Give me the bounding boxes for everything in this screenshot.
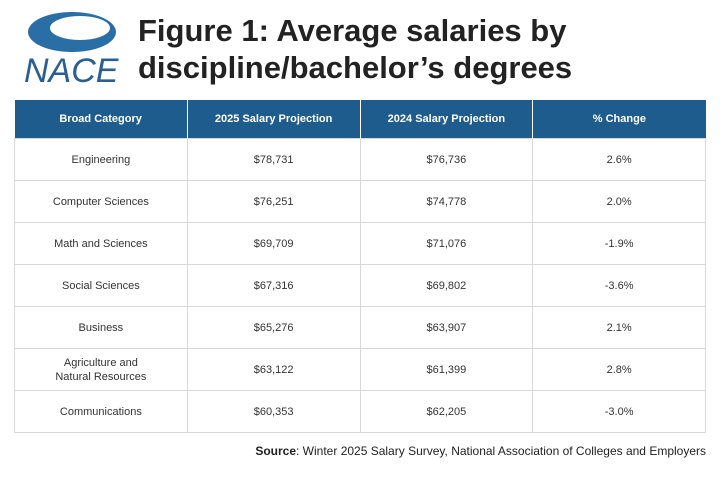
logo-text: NACE: [24, 52, 119, 88]
cell-text: $63,907: [426, 321, 467, 334]
table-cell: 2.6%: [532, 138, 706, 181]
table-cell: $76,736: [359, 138, 534, 181]
cell-text: Math and Sciences: [54, 237, 148, 250]
cell-text: $63,122: [253, 363, 294, 376]
table-cell: $63,907: [359, 306, 534, 349]
source: Source: Winter 2025 Salary Survey, Natio…: [255, 444, 706, 458]
table-cell: Agriculture and Natural Resources: [14, 348, 188, 391]
table-cell: $65,276: [186, 306, 361, 349]
table-cell: Business: [14, 306, 188, 349]
table-body: Engineering $78,731 $76,736 2.6% Computer Sc…: [14, 138, 706, 433]
cell-text: $69,709: [253, 237, 294, 250]
cell-text: 2.8%: [606, 363, 632, 376]
cell-text: 2.1%: [606, 321, 632, 334]
table-cell: Computer Sciences: [14, 180, 188, 223]
table-row: Communications $60,353 $62,205 -3.0%: [14, 390, 706, 433]
header-row: Broad Category 2025 Salary Projection 2024…: [14, 100, 706, 139]
cell-text: Computer Sciences: [52, 195, 149, 208]
cell-text: -1.9%: [604, 237, 634, 250]
table-cell: 2.8%: [532, 348, 706, 391]
table-cell: $71,076: [359, 222, 534, 265]
title-line: Figure 1: Average salaries by: [138, 13, 567, 48]
table-row: Engineering $78,731 $76,736 2.6%: [14, 138, 706, 181]
cell-text: -3.6%: [604, 279, 634, 292]
table-cell: $78,731: [186, 138, 361, 181]
cell-text: $61,399: [426, 363, 467, 376]
table-row: Business $65,276 $63,907 2.1%: [14, 306, 706, 349]
cell-text: $69,802: [426, 279, 467, 292]
table-cell: -1.9%: [532, 222, 706, 265]
table-cell: $63,122: [186, 348, 361, 391]
table-cell: $69,802: [359, 264, 534, 307]
table-cell: Math and Sciences: [14, 222, 188, 265]
cell-text: $76,736: [426, 153, 467, 166]
column-header: Broad Category: [14, 100, 188, 139]
table-cell: 2.1%: [532, 306, 706, 349]
table-row: Agriculture and Natural Resources $63,122…: [14, 348, 706, 391]
cell-text: Engineering: [71, 153, 131, 166]
table-row: Computer Sciences $76,251 $74,778 2.0%: [14, 180, 706, 223]
salary-table: Broad Category 2025 Salary Projection 2024…: [14, 100, 706, 433]
source-text: : Winter 2025 Salary Survey, National As…: [296, 444, 706, 458]
logo: NACE: [24, 12, 119, 88]
cell-text: 2.0%: [606, 195, 632, 208]
table-cell: $60,353: [186, 390, 361, 433]
table-cell: $67,316: [186, 264, 361, 307]
table-cell: -3.0%: [532, 390, 706, 433]
cell-text: Agriculture and Natural Resources: [55, 356, 147, 383]
table-cell: $62,205: [359, 390, 534, 433]
column-header: % Change: [532, 100, 706, 139]
cell-text: $76,251: [253, 195, 294, 208]
title: Figure 1: Average salaries by discipline…: [138, 12, 572, 86]
cell-text: $74,778: [426, 195, 467, 208]
table-cell: Engineering: [14, 138, 188, 181]
cell-text: $65,276: [253, 321, 294, 334]
table-cell: $76,251: [186, 180, 361, 223]
source-label: Source: [255, 444, 297, 458]
cell-text: $60,353: [253, 405, 294, 418]
cell-text: $71,076: [426, 237, 467, 250]
table-cell: $74,778: [359, 180, 534, 223]
table-row: Math and Sciences $69,709 $71,076 -1.9%: [14, 222, 706, 265]
column-header: 2024 Salary Projection: [360, 100, 534, 139]
title-line: discipline/bachelor’s degrees: [138, 50, 573, 85]
cell-text: $62,205: [426, 405, 467, 418]
table-row: Social Sciences $67,316 $69,802 -3.6%: [14, 264, 706, 307]
column-header: 2025 Salary Projection: [187, 100, 361, 139]
logo-swoosh-inner: [50, 16, 110, 40]
cell-text: $67,316: [253, 279, 294, 292]
table-cell: Communications: [14, 390, 188, 433]
cell-text: 2.6%: [606, 153, 632, 166]
table-cell: Social Sciences: [14, 264, 188, 307]
table-cell: $69,709: [186, 222, 361, 265]
table-cell: -3.6%: [532, 264, 706, 307]
cell-text: Business: [78, 321, 124, 334]
cell-text: Communications: [59, 405, 142, 418]
cell-text: Social Sciences: [62, 279, 140, 292]
cell-text: $78,731: [253, 153, 294, 166]
cell-text: -3.0%: [604, 405, 634, 418]
table-cell: $61,399: [359, 348, 534, 391]
table-cell: 2.0%: [532, 180, 706, 223]
